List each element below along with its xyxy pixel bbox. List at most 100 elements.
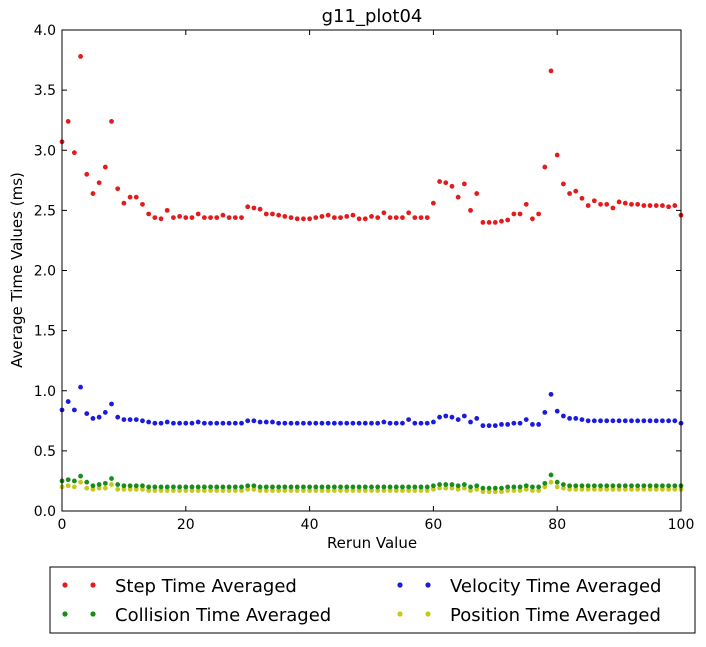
data-point [214, 420, 220, 426]
data-point [313, 484, 319, 490]
data-point [629, 201, 634, 207]
data-point [400, 484, 405, 490]
data-point [393, 488, 399, 493]
data-point [270, 484, 275, 490]
data-point [331, 488, 337, 493]
data-point [350, 484, 356, 490]
data-point [604, 201, 610, 207]
data-point [288, 420, 294, 426]
data-point [307, 420, 312, 426]
data-point [220, 484, 226, 490]
data-point [251, 205, 257, 211]
data-point [121, 417, 127, 423]
legend-marker [90, 582, 96, 588]
data-point [201, 484, 207, 490]
data-point [146, 484, 152, 490]
data-point [325, 484, 331, 490]
x-tick-label: 80 [548, 517, 566, 533]
data-point [90, 191, 96, 196]
data-point [338, 420, 343, 426]
data-point [356, 420, 362, 426]
data-point [431, 486, 436, 492]
data-point [560, 482, 566, 487]
data-point [344, 488, 350, 493]
legend-marker [425, 582, 431, 588]
data-point [635, 486, 641, 492]
data-point [530, 422, 535, 427]
data-point [418, 215, 424, 220]
data-point [307, 488, 312, 493]
data-point [653, 418, 659, 424]
data-point [647, 483, 653, 489]
legend-marker [397, 582, 403, 588]
data-point [418, 488, 424, 493]
data-point [344, 484, 350, 490]
data-point [486, 489, 492, 495]
data-point [78, 473, 83, 479]
data-point [257, 484, 263, 490]
data-point [152, 484, 158, 490]
data-point [406, 484, 412, 490]
data-point [461, 482, 467, 487]
data-point [350, 212, 356, 218]
data-point [560, 181, 566, 187]
data-point [263, 211, 269, 217]
data-point [672, 483, 678, 489]
data-point [431, 200, 436, 206]
data-point [567, 486, 572, 492]
data-point [660, 203, 665, 208]
data-point [282, 213, 288, 219]
data-point [511, 420, 517, 426]
data-point [232, 488, 238, 493]
data-point [505, 217, 511, 223]
y-tick-label: 1.0 [34, 384, 56, 400]
legend-marker [62, 611, 68, 617]
data-point [288, 488, 294, 493]
data-point [635, 418, 641, 424]
data-point [480, 423, 486, 429]
data-point [220, 212, 226, 218]
data-point [375, 420, 381, 426]
data-point [208, 484, 213, 490]
data-point [152, 215, 158, 220]
data-point [140, 418, 145, 424]
data-point [468, 484, 473, 490]
legend-label: Position Time Averaged [450, 605, 661, 626]
data-point [319, 484, 325, 490]
data-point [307, 216, 312, 222]
data-point [133, 417, 139, 423]
data-point [579, 486, 585, 492]
data-point [573, 483, 579, 489]
data-point [239, 484, 244, 490]
data-point [71, 150, 77, 156]
legend-marker [397, 611, 403, 617]
data-point [226, 488, 232, 493]
data-point [307, 484, 312, 490]
data-point [480, 220, 486, 225]
data-point [133, 486, 139, 492]
data-point [331, 215, 337, 220]
data-point [338, 488, 343, 493]
data-point [71, 484, 77, 490]
data-point [127, 483, 133, 489]
data-point [406, 417, 412, 423]
data-point [666, 486, 672, 492]
data-point [183, 488, 189, 493]
data-point [356, 484, 362, 490]
data-point [251, 483, 257, 489]
data-point [499, 422, 504, 427]
data-point [641, 203, 647, 208]
data-point [301, 488, 306, 493]
y-tick-label: 0.0 [34, 504, 56, 520]
data-point [152, 420, 158, 426]
data-point [523, 201, 529, 207]
data-point [616, 199, 622, 205]
data-point [468, 419, 473, 425]
data-point [393, 420, 399, 426]
data-point [127, 417, 133, 423]
data-point [598, 201, 603, 207]
data-point [375, 484, 381, 490]
data-point [437, 482, 442, 487]
data-point [152, 488, 158, 493]
